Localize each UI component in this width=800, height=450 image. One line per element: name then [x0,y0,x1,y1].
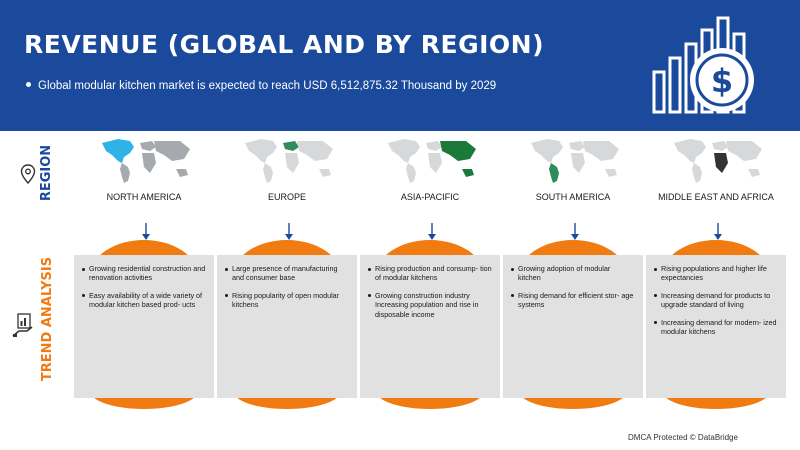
arrow-down-icon [571,223,579,240]
trend-bullet: Rising popularity of open modular kitche… [225,291,349,310]
region-name: ASIA-PACIFIC [400,192,460,202]
arrow-down-icon [142,223,150,240]
world-map-south-america-icon [531,139,619,183]
trend-bullet: Growing adoption of modular kitchen [511,264,635,283]
trend-bullet: Rising production and consump- tion of m… [368,264,492,283]
footer-credit: DMCA Protected © DataBridge [628,433,738,442]
arrow-down-icon [285,223,293,240]
trend-bullet: Rising populations and higher life expec… [654,264,778,283]
header-subtitle: Global modular kitchen market is expecte… [26,80,496,92]
world-map-north-america-icon [102,139,190,183]
trend-bullet: Large presence of manufacturing and cons… [225,264,349,283]
world-map-europe-icon [245,139,333,183]
world-map-middle-east-africa-icon [674,139,762,183]
region-column-north-america: NORTH AMERICA Growing residential constr… [74,137,214,427]
page-title: REVENUE (GLOBAL AND BY REGION) [24,30,545,59]
region-column-south-america: SOUTH AMERICA Growing adoption of modula… [503,137,643,427]
region-name: EUROPE [267,192,306,202]
subtitle-text: Global modular kitchen market is expecte… [38,80,497,92]
region-column-europe: EUROPE Large presence of manufacturing a… [217,137,357,427]
bullet-dot [26,82,31,88]
trend-bullet: Increasing demand for products to upgrad… [654,291,778,310]
region-side-label: REGION [39,144,54,202]
region-column-middle-east-africa: MIDDLE EAST AND AFRICA Rising population… [646,137,786,427]
arrow-down-icon [428,223,436,240]
trend-side-label: TREND ANALYSIS [40,256,55,382]
trend-card: Growing residential construction and ren… [74,255,214,398]
region-name: NORTH AMERICA [106,192,182,202]
arrow-down-icon [714,223,722,240]
trend-bullet: Easy availability of a wide variety of m… [82,291,206,310]
trend-bullet: Increasing demand for modern- ized modul… [654,318,778,337]
region-name: SOUTH AMERICA [535,192,611,202]
trend-card: Rising production and consump- tion of m… [360,255,500,398]
trend-card: Large presence of manufacturing and cons… [217,255,357,398]
world-map-asia-pacific-icon [388,139,476,183]
trend-bullet: Growing residential construction and ren… [82,264,206,283]
header-banner: REVENUE (GLOBAL AND BY REGION) Global mo… [0,0,800,131]
trend-card: Growing adoption of modular kitchen Risi… [503,255,643,398]
region-column-asia-pacific: ASIA-PACIFIC Rising production and consu… [360,137,500,427]
trend-bullet: Rising demand for efficient stor- age sy… [511,291,635,310]
location-pin-icon [20,164,36,184]
trend-bullet: Growing construction industry Increasing… [368,291,492,319]
region-name: MIDDLE EAST AND AFRICA [658,192,774,202]
svg-text:$: $ [711,62,733,100]
bar-chart-dollar-icon: $ [652,16,754,114]
trend-analysis-icon [12,313,33,337]
trend-card: Rising populations and higher life expec… [646,255,786,398]
